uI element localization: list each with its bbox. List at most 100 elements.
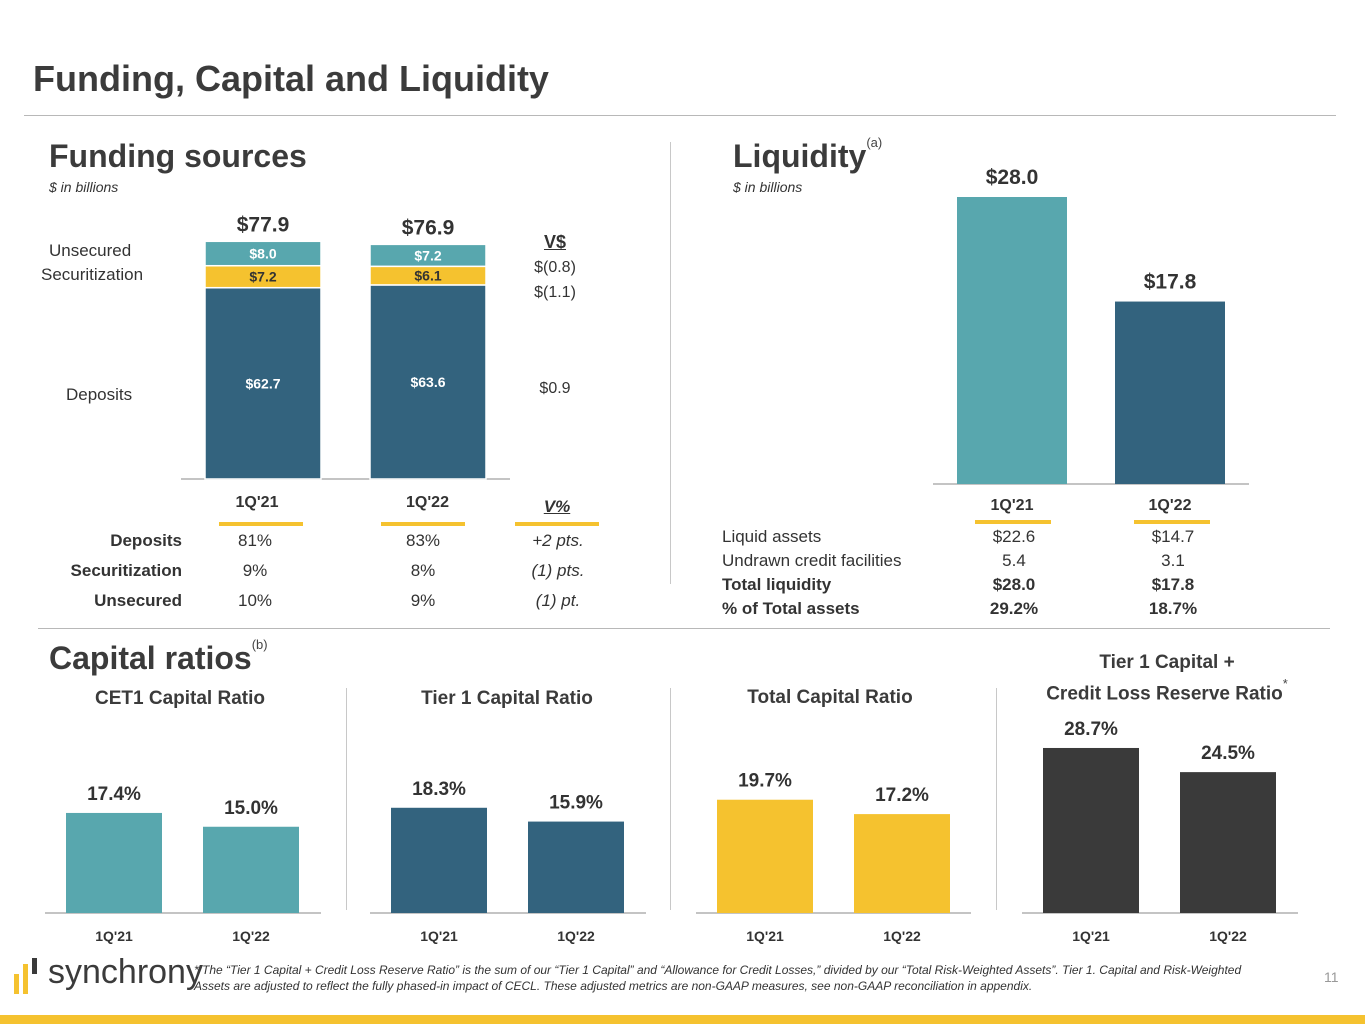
- tier1-value-label: 18.3%: [412, 779, 466, 800]
- total-value-label: 17.2%: [875, 785, 929, 806]
- capital-divider-1: [346, 688, 347, 910]
- underbar-1q22: [381, 522, 465, 526]
- funding-bar-label-securitization: $6.1: [414, 268, 441, 284]
- liquidity-row-1q22: $17.8: [1151, 575, 1195, 594]
- liquidity-value-label: $28.0: [986, 166, 1039, 189]
- pct-header: V%: [543, 497, 571, 516]
- funding-bar-label-unsecured: $8.0: [249, 246, 276, 262]
- variance-deposits: $0.9: [539, 380, 571, 397]
- funding-bar-label-unsecured: $7.2: [414, 247, 441, 263]
- liquidity-table: Liquid assets $22.6 $14.7 Undrawn credit…: [722, 527, 1322, 623]
- mix-row-1q22: 83%: [405, 531, 441, 550]
- capital-title: Capital ratios(b): [49, 637, 268, 677]
- liquidity-tick-1q21: 1Q'21: [990, 497, 1034, 514]
- capital-title-text: Capital ratios: [49, 640, 252, 676]
- mix-row-change: (1) pts.: [531, 561, 585, 580]
- total-tick-label: 1Q'22: [883, 928, 921, 944]
- liquidity-row: % of Total assets 29.2% 18.7%: [722, 599, 1322, 623]
- mix-row-1q21: 10%: [237, 591, 273, 610]
- liquidity-row-1q22: 18.7%: [1148, 599, 1198, 618]
- row-label-securitization: Securitization: [41, 265, 144, 284]
- underbar-1q21: [219, 522, 303, 526]
- row-label-unsecured: Unsecured: [49, 241, 132, 260]
- cet1-value-label: 17.4%: [87, 784, 141, 805]
- liquidity-row-label: % of Total assets: [722, 599, 860, 618]
- total-bar-1q21: [717, 799, 813, 913]
- row-label-deposits: Deposits: [66, 385, 133, 404]
- mix-row-1q22: 8%: [410, 561, 436, 580]
- funding-bar-unsecured-1q21: [204, 240, 322, 267]
- liq-underbar-1q22: [1134, 520, 1210, 524]
- liquidity-row-1q21: 5.4: [1002, 551, 1026, 570]
- total-tick-label: 1Q'21: [746, 928, 784, 944]
- tier1-value-label: 15.9%: [549, 793, 603, 814]
- tier1clr-bar-1q21: [1043, 747, 1139, 913]
- footnote-star: *: [194, 963, 199, 977]
- capital-divider: [38, 628, 1330, 629]
- tier1-bar-1q22: [528, 821, 624, 913]
- funding-tick-1q21: 1Q'21: [235, 494, 279, 511]
- page-number: 11: [1324, 969, 1339, 985]
- cet1-value-label: 15.0%: [224, 798, 278, 819]
- liquidity-row-1q21: $22.6: [992, 527, 1036, 546]
- funding-bar-label-deposits: $62.7: [245, 375, 280, 391]
- mix-row-change: (1) pt.: [535, 591, 581, 610]
- capital-charts: 17.4% 1Q'21 15.0% 1Q'22 18.3% 1Q'21 15.9% 1Q'22…: [45, 719, 1298, 944]
- capital-divider-2: [670, 688, 671, 910]
- funding-mix-table: Deposits 81% 83% +2 pts. Securitization …: [30, 531, 610, 621]
- title-divider: [24, 115, 1336, 116]
- funding-bar-label-securitization: $7.2: [249, 269, 276, 285]
- liquidity-title: Liquidity(a): [733, 135, 882, 175]
- liquidity-title-text: Liquidity: [733, 138, 867, 174]
- cet1-bar-1q22: [203, 826, 299, 913]
- mix-row-label: Unsecured: [94, 591, 182, 610]
- liquidity-row-1q22: 3.1: [1161, 551, 1185, 570]
- funding-chart: $62.7 $7.2 $8.0 $77.9 $63.6 $6.1 $7.2 $76.9: [181, 213, 510, 480]
- footnote: * The “Tier 1 Capital + Credit Loss Rese…: [194, 962, 1274, 994]
- tier1clr-value-label: 24.5%: [1201, 743, 1255, 764]
- section-divider: [670, 142, 671, 584]
- liquidity-tick-1q22: 1Q'22: [1148, 497, 1192, 514]
- liquidity-chart: $28.0 $17.8: [933, 166, 1249, 485]
- mix-row: Securitization 9% 8% (1) pts.: [30, 561, 610, 591]
- total-value-label: 19.7%: [738, 771, 792, 792]
- tier1clr-tick-label: 1Q'22: [1209, 928, 1247, 944]
- funding-total-label: $77.9: [237, 213, 290, 236]
- tier1clr-bar-1q22: [1180, 772, 1276, 913]
- cet1-tick-label: 1Q'22: [232, 928, 270, 944]
- variance-securitization: $(1.1): [534, 284, 576, 301]
- total-bar-1q22: [854, 814, 950, 913]
- tier1clr-value-label: 28.7%: [1064, 719, 1118, 740]
- liquidity-units: $ in billions: [733, 179, 803, 195]
- liquidity-row-label: Total liquidity: [722, 575, 832, 594]
- variance-unsecured: $(0.8): [534, 259, 576, 276]
- funding-units: $ in billions: [49, 179, 119, 195]
- mix-row-label: Securitization: [70, 561, 182, 580]
- liquidity-row-label: Liquid assets: [722, 527, 822, 546]
- footnote-text: The “Tier 1 Capital + Credit Loss Reserv…: [194, 963, 1242, 993]
- total-capital-title: Total Capital Ratio: [747, 687, 913, 708]
- funding-total-label: $76.9: [402, 216, 455, 239]
- liquidity-row: Liquid assets $22.6 $14.7: [722, 527, 1322, 551]
- capital-superscript: (b): [251, 637, 268, 653]
- mix-row: Unsecured 10% 9% (1) pt.: [30, 591, 610, 621]
- underbar-pct: [515, 522, 599, 526]
- synchrony-logo-icon: [14, 958, 37, 994]
- mix-row-1q22: 9%: [410, 591, 436, 610]
- funding-bar-deposits-1q21: [204, 286, 322, 480]
- liquidity-row-1q22: $14.7: [1151, 527, 1195, 546]
- tier1-title: Tier 1 Capital Ratio: [421, 688, 593, 709]
- tier1-clr-title-line1: Tier 1 Capital +: [1099, 652, 1235, 673]
- tier1-clr-title-line2: Credit Loss Reserve Ratio: [1046, 683, 1283, 705]
- bottom-accent-band: [0, 1015, 1365, 1024]
- synchrony-logo-text: synchrony: [48, 953, 203, 991]
- funding-bar-deposits-1q22: [369, 284, 487, 480]
- variance-header: V$: [543, 232, 567, 252]
- tier1-tick-label: 1Q'22: [557, 928, 595, 944]
- tier1clr-tick-label: 1Q'21: [1072, 928, 1110, 944]
- mix-row: Deposits 81% 83% +2 pts.: [30, 531, 610, 561]
- mix-row-1q21: 9%: [242, 561, 268, 580]
- capital-divider-3: [996, 688, 997, 910]
- liquidity-row: Undrawn credit facilities 5.4 3.1: [722, 551, 1322, 575]
